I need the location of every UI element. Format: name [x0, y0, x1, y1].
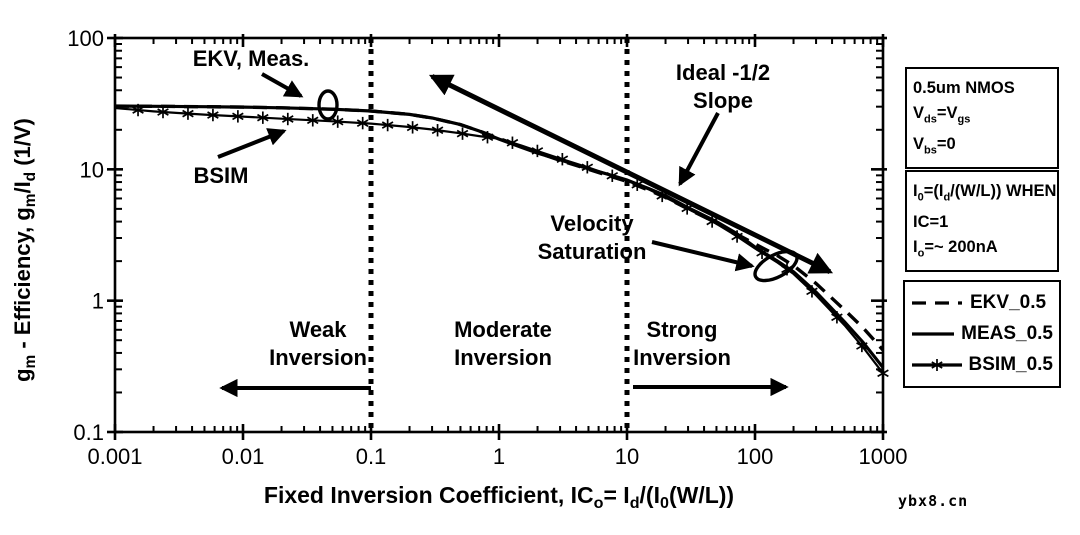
series-EKV_0.5 [114, 104, 885, 352]
legend-line-sample [912, 358, 962, 371]
svg-text:Inversion: Inversion [454, 345, 552, 370]
info-line: I0=(Id/(W/L)) WHEN [913, 182, 1057, 204]
svg-text:0.01: 0.01 [222, 444, 265, 469]
svg-text:1: 1 [493, 444, 505, 469]
series-legend: EKV_0.5 MEAS_0.5 BSIM_0.5 [903, 280, 1061, 388]
info-line: Vbs=0 [913, 135, 956, 157]
annotation-bsim: BSIM [194, 128, 287, 188]
svg-text:Inversion: Inversion [269, 345, 367, 370]
x-axis-title: Fixed Inversion Coefficient, ICo​= Id​/(… [264, 482, 734, 512]
i0-definition-box: I0=(Id/(W/L)) WHEN IC=1 Io=~ 200nA [905, 170, 1059, 272]
annotation-ekv-meas: EKV, Meas. [193, 46, 310, 98]
svg-text:100: 100 [67, 26, 104, 51]
svg-text:Moderate: Moderate [454, 317, 552, 342]
highlight-ellipse-1 [753, 249, 799, 283]
plot-frame [113, 36, 885, 434]
svg-text:Velocity: Velocity [550, 211, 634, 236]
annotation-moderate: Moderate Inversion [454, 317, 552, 370]
device-info-box: 0.5um NMOS Vds=Vgs Vbs=0 [905, 67, 1059, 169]
annotation-weak: Weak Inversion [219, 317, 371, 398]
svg-text:0.1: 0.1 [73, 420, 104, 445]
info-line: Vds=Vgs [913, 104, 971, 126]
legend-entry-label: MEAS_0.5 [961, 322, 1053, 344]
legend-entry-MEAS_0.5: MEAS_0.5 [911, 319, 1053, 349]
svg-text:Saturation: Saturation [538, 239, 647, 264]
svg-text:Ideal -1/2: Ideal -1/2 [676, 60, 770, 85]
legend-entry-label: EKV_0.5 [970, 292, 1047, 314]
info-line: 0.5um NMOS [913, 79, 1015, 97]
series-BSIM_0.5 [114, 103, 889, 380]
annotation-strong: Strong Inversion [633, 317, 789, 397]
svg-text:10: 10 [80, 157, 104, 182]
svg-text:EKV, Meas.: EKV, Meas. [193, 46, 310, 71]
legend-line-sample [912, 301, 962, 305]
series-MEAS_0.5 [114, 104, 885, 369]
svg-text:0.001: 0.001 [87, 444, 142, 469]
axis-ticks [107, 34, 887, 440]
svg-text:Slope: Slope [693, 88, 753, 113]
svg-text:10: 10 [615, 444, 639, 469]
legend-line-sample [912, 332, 955, 336]
info-line: Io=~ 200nA [913, 238, 998, 260]
watermark: ybx8.cn [898, 492, 969, 510]
svg-text:Weak: Weak [289, 317, 347, 342]
svg-text:0.1: 0.1 [356, 444, 387, 469]
y-tick-labels: 0.1 1 10 100 [67, 26, 104, 445]
annotation-ideal: Ideal -1/2 Slope [676, 60, 770, 187]
ideal-slope-line [428, 74, 834, 275]
highlight-ellipse-0 [317, 89, 339, 121]
svg-text:Inversion: Inversion [633, 345, 731, 370]
legend-entry-label: BSIM_0.5 [968, 353, 1053, 375]
svg-text:1000: 1000 [859, 444, 908, 469]
legend-entry-BSIM_0.5: BSIM_0.5 [911, 350, 1053, 380]
svg-text:Strong: Strong [647, 317, 718, 342]
svg-text:100: 100 [737, 444, 774, 469]
info-line: IC=1 [913, 213, 949, 232]
x-tick-labels: 0.001 0.01 0.1 1 10 100 1000 [87, 444, 907, 469]
annotation-velocity: Velocity Saturation [538, 211, 755, 272]
legend-entry-EKV_0.5: EKV_0.5 [911, 288, 1053, 318]
y-axis-title: gm​ - Efficiency, gm​/Id​ (1/V) [10, 118, 39, 382]
svg-text:BSIM: BSIM [194, 163, 249, 188]
svg-text:1: 1 [92, 289, 104, 314]
